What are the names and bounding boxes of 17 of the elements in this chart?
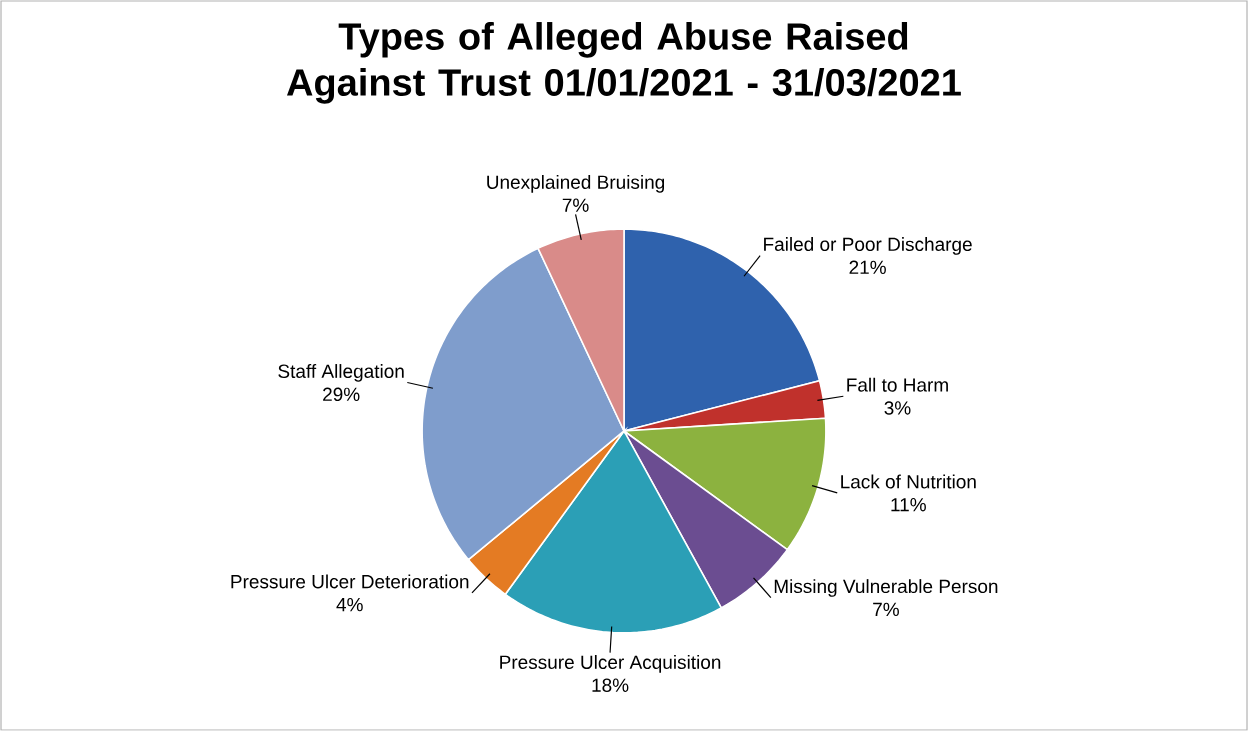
slice-label: Unexplained Bruising (487, 174, 665, 193)
slice-label: Pressure Ulcer Acquisition (500, 655, 721, 673)
data-label: 21% (849, 260, 886, 274)
slice-label: Pressure Ulcer Deterioration (231, 574, 469, 589)
slice-label: Missing Vulnerable Person (774, 579, 998, 597)
data-label: 7% (562, 198, 589, 212)
data-label: 3% (884, 401, 911, 415)
slice-label: Fall to Harm (847, 377, 948, 392)
chart-title: Types of Alleged Abuse Raised Against Trust 01/01/2021 - 31/03/2021 (286, 22, 961, 104)
data-label: 29% (323, 387, 360, 402)
slice-label: Lack of Nutrition (841, 474, 976, 489)
data-label: 4% (336, 598, 363, 612)
data-label: 7% (873, 602, 899, 617)
slice-label: Staff Allegation (278, 364, 404, 382)
data-label: 11% (891, 498, 926, 512)
slice-label: Failed or Poor Discharge (764, 237, 972, 255)
data-label: 18% (592, 678, 629, 692)
